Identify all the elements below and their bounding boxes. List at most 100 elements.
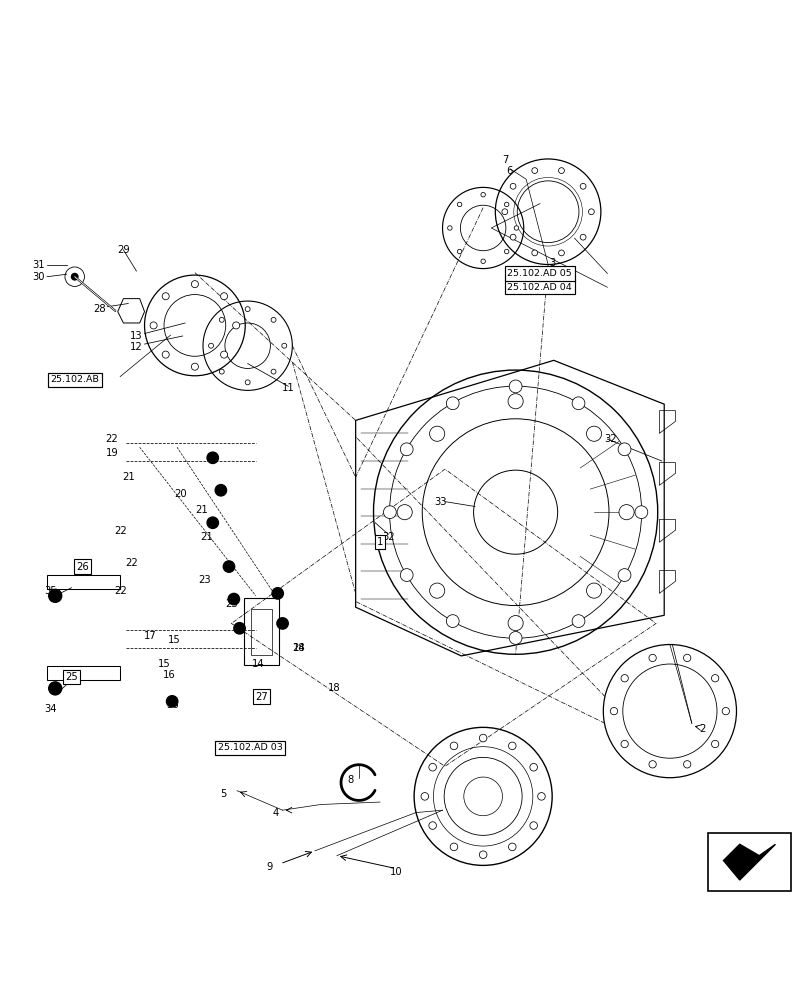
Circle shape [618, 505, 633, 520]
Circle shape [537, 793, 545, 800]
Circle shape [281, 343, 286, 348]
Text: 33: 33 [433, 497, 446, 507]
Circle shape [446, 615, 458, 627]
Circle shape [558, 250, 564, 256]
Circle shape [223, 561, 234, 572]
Circle shape [572, 615, 584, 627]
Text: 14: 14 [251, 659, 264, 669]
Text: 10: 10 [389, 867, 402, 877]
Text: 19: 19 [105, 448, 118, 458]
Circle shape [617, 569, 630, 581]
Text: 3: 3 [548, 258, 555, 268]
Circle shape [245, 380, 250, 385]
Circle shape [446, 397, 458, 410]
Text: 22: 22 [114, 586, 127, 596]
Circle shape [162, 293, 169, 300]
Text: 9: 9 [266, 862, 272, 872]
Circle shape [400, 443, 413, 456]
Circle shape [710, 740, 718, 748]
Circle shape [277, 618, 288, 629]
Text: 25.102.AD 05: 25.102.AD 05 [507, 269, 572, 278]
Circle shape [221, 351, 227, 358]
Circle shape [49, 589, 62, 602]
Circle shape [428, 822, 436, 829]
Text: 24: 24 [292, 643, 305, 653]
Circle shape [457, 202, 461, 207]
Circle shape [648, 761, 655, 768]
Circle shape [504, 202, 508, 207]
Text: 21: 21 [122, 472, 135, 482]
Text: 15: 15 [168, 635, 181, 645]
Text: 23: 23 [225, 599, 238, 609]
Circle shape [501, 209, 507, 215]
Circle shape [683, 654, 690, 662]
Text: 18: 18 [328, 683, 341, 693]
Text: 31: 31 [32, 260, 45, 270]
Circle shape [478, 851, 487, 858]
Text: 8: 8 [347, 775, 354, 785]
Text: 25.102.AD 03: 25.102.AD 03 [217, 743, 282, 752]
Circle shape [586, 583, 601, 598]
Text: 22: 22 [105, 434, 118, 444]
Text: 34: 34 [44, 704, 57, 714]
Text: 1: 1 [376, 537, 383, 547]
Circle shape [588, 209, 594, 215]
Circle shape [429, 426, 444, 441]
Circle shape [531, 250, 537, 256]
Text: 18: 18 [292, 643, 305, 653]
Text: 17: 17 [144, 631, 157, 641]
Circle shape [162, 351, 169, 358]
Text: 7: 7 [501, 155, 508, 165]
Circle shape [721, 707, 728, 715]
Circle shape [634, 506, 647, 519]
Text: 25.102.AB: 25.102.AB [50, 375, 99, 384]
Circle shape [397, 505, 412, 520]
Text: 36: 36 [165, 700, 178, 710]
Circle shape [683, 761, 690, 768]
Bar [244, 598, 278, 665]
Text: 25.102.AD 04: 25.102.AD 04 [507, 283, 572, 292]
Circle shape [428, 763, 436, 771]
Circle shape [208, 343, 213, 348]
Circle shape [480, 259, 485, 264]
Circle shape [513, 226, 518, 230]
Circle shape [447, 226, 452, 230]
Text: 21: 21 [200, 532, 213, 542]
Circle shape [219, 369, 224, 374]
Circle shape [166, 696, 178, 707]
Circle shape [580, 234, 586, 240]
Circle shape [508, 394, 522, 409]
Circle shape [580, 183, 586, 189]
Circle shape [572, 397, 584, 410]
Circle shape [508, 742, 516, 750]
Circle shape [710, 675, 718, 682]
Circle shape [478, 734, 487, 742]
Text: 12: 12 [130, 342, 143, 352]
Bar [251, 609, 272, 655]
Circle shape [558, 168, 564, 173]
Circle shape [620, 675, 628, 682]
Text: 27: 27 [255, 692, 268, 702]
Circle shape [219, 317, 224, 322]
Polygon shape [723, 844, 775, 880]
Text: 6: 6 [506, 166, 513, 176]
Circle shape [215, 485, 226, 496]
Circle shape [449, 742, 457, 750]
Text: 11: 11 [281, 383, 294, 393]
Circle shape [509, 183, 515, 189]
Circle shape [191, 281, 198, 288]
Circle shape [207, 452, 218, 463]
Circle shape [150, 322, 157, 329]
Circle shape [207, 517, 218, 528]
Text: 22: 22 [114, 526, 127, 536]
Text: 29: 29 [117, 245, 130, 255]
Circle shape [509, 234, 515, 240]
Text: 20: 20 [174, 489, 187, 499]
Circle shape [71, 273, 78, 280]
Circle shape [620, 740, 628, 748]
Circle shape [457, 249, 461, 254]
Text: 15: 15 [157, 659, 170, 669]
Circle shape [400, 569, 413, 581]
Circle shape [530, 822, 537, 829]
Text: 16: 16 [162, 670, 175, 680]
